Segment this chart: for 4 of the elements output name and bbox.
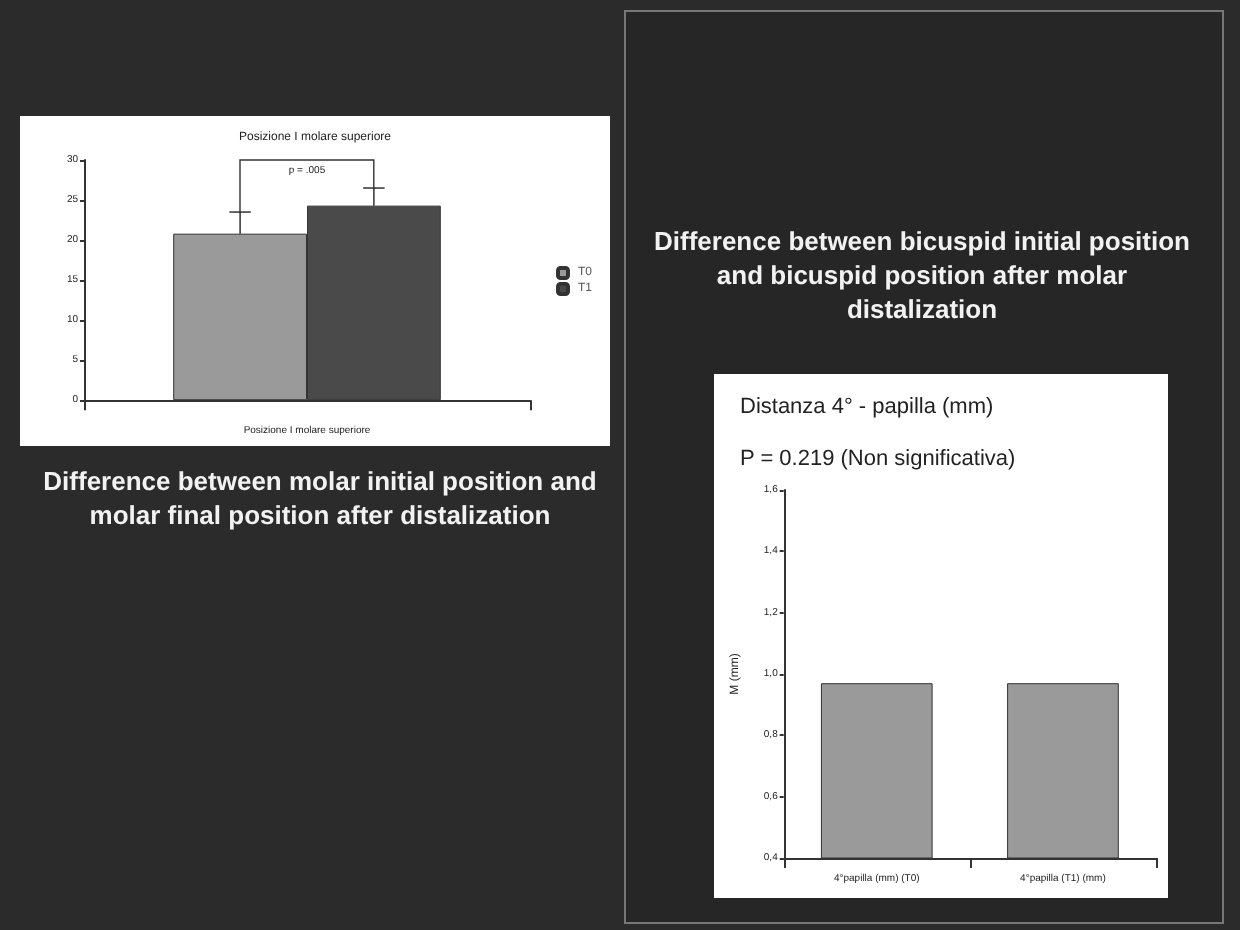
chart-title: Distanza 4° - papilla (mm) [740, 395, 994, 419]
text: Difference between molar initial position and molar final position after distalization [41, 464, 599, 532]
text: Difference between bicuspid initial position and bicuspid position after molar distalization [652, 224, 1192, 326]
chart-subtitle: P = 0.219 (Non significativa) [740, 447, 1016, 471]
